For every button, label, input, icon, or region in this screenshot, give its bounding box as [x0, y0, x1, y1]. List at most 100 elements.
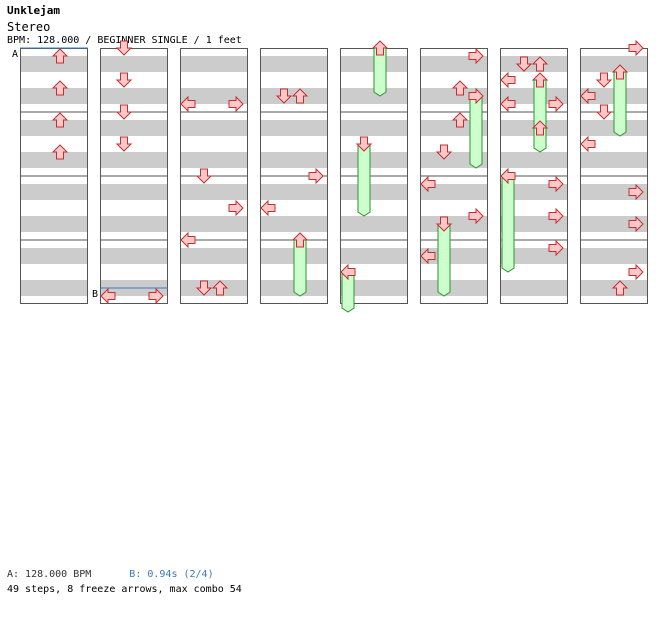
step-arrow-down: [195, 168, 213, 184]
chart-meta: BPM: 128.000 / BEGINNER SINGLE / 1 feet: [7, 35, 242, 46]
step-arrow-left: [580, 87, 596, 105]
beat-stripe: [340, 88, 408, 104]
beat-stripe: [100, 152, 168, 168]
step-arrow-right: [628, 263, 644, 281]
beat-stripe: [580, 152, 648, 168]
level-label: 1 feet: [205, 35, 242, 46]
step-arrow-right: [148, 287, 164, 305]
step-arrow-right: [468, 207, 484, 225]
beat-stripe: [340, 120, 408, 136]
step-arrow-up: [451, 112, 469, 128]
step-arrow-right: [228, 199, 244, 217]
beat-stripe: [100, 248, 168, 264]
step-arrow-right: [548, 239, 564, 257]
beat-stripe: [500, 152, 568, 168]
step-arrow-right: [468, 47, 484, 65]
beat-stripe: [260, 152, 328, 168]
marker-label: A: [12, 49, 18, 60]
beat-stripe: [340, 152, 408, 168]
beat-stripe: [180, 120, 248, 136]
step-arrow-up: [291, 232, 309, 248]
beat-stripe: [100, 184, 168, 200]
beat-stripe: [340, 216, 408, 232]
beat-stripe: [420, 248, 488, 264]
beat-stripe: [100, 88, 168, 104]
song-artist: Stereo: [7, 20, 51, 34]
beat-stripe: [580, 56, 648, 72]
freeze-arrow: [501, 175, 515, 273]
beat-stripe: [20, 56, 88, 72]
freeze-arrow: [293, 239, 307, 297]
step-arrow-down: [115, 136, 133, 152]
step-arrow-down: [435, 144, 453, 160]
marker-label: B: [92, 289, 98, 300]
step-arrow-left: [260, 199, 276, 217]
freeze-head-arrow: [355, 136, 373, 152]
step-arrow-left: [580, 135, 596, 153]
beat-stripe: [420, 280, 488, 296]
beat-stripe: [180, 248, 248, 264]
beat-stripe: [260, 184, 328, 200]
column-frame: [260, 48, 328, 304]
freeze-head-arrow: [500, 167, 516, 185]
step-arrow-down: [515, 56, 533, 72]
song-title: Unklejam: [7, 4, 60, 17]
step-arrow-up: [291, 88, 309, 104]
step-arrow-up: [211, 280, 229, 296]
marker-a-text: A: 128.000 BPM: [7, 569, 92, 580]
beat-stripe: [580, 248, 648, 264]
beat-stripe: [100, 216, 168, 232]
beat-stripe: [260, 216, 328, 232]
step-arrow-up: [611, 280, 629, 296]
difficulty-label: BEGINNER SINGLE: [97, 35, 188, 46]
beat-stripe: [20, 184, 88, 200]
column-frame: [420, 48, 488, 304]
step-arrow-left: [500, 95, 516, 113]
freeze-head-arrow: [611, 64, 629, 80]
step-arrow-right: [548, 207, 564, 225]
freeze-head-arrow: [468, 87, 484, 105]
step-arrow-left: [420, 247, 436, 265]
marker-legend: A: 128.000 BPM B: 0.94s (2/4): [7, 569, 214, 580]
beat-stripe: [20, 152, 88, 168]
freeze-arrow: [469, 95, 483, 169]
beat-stripe: [100, 120, 168, 136]
beat-stripe: [340, 280, 408, 296]
step-arrow-up: [531, 120, 549, 136]
beat-stripe: [100, 56, 168, 72]
freeze-arrow: [613, 71, 627, 137]
column-frame: [100, 48, 168, 304]
beat-stripe: [340, 248, 408, 264]
step-arrow-up: [51, 80, 69, 96]
step-arrow-left: [500, 71, 516, 89]
step-arrow-right: [308, 167, 324, 185]
freeze-head-arrow: [531, 72, 549, 88]
beat-stripe: [180, 152, 248, 168]
freeze-head-arrow: [371, 40, 389, 56]
chart-summary: 49 steps, 8 freeze arrows, max combo 54: [7, 584, 242, 595]
step-arrow-right: [628, 215, 644, 233]
freeze-head-arrow: [340, 263, 356, 281]
freeze-arrow: [533, 79, 547, 153]
beat-stripe: [420, 184, 488, 200]
beat-stripe: [500, 280, 568, 296]
beat-stripe: [180, 184, 248, 200]
column-frame: [180, 48, 248, 304]
step-arrow-left: [180, 231, 196, 249]
beat-stripe: [20, 280, 88, 296]
marker-b-text: B: 0.94s (2/4): [129, 569, 214, 580]
column-frame: [580, 48, 648, 304]
beat-stripe: [340, 184, 408, 200]
step-arrow-right: [548, 95, 564, 113]
beat-stripe: [260, 56, 328, 72]
step-arrow-down: [275, 88, 293, 104]
step-arrow-down: [115, 104, 133, 120]
freeze-arrow: [357, 143, 371, 217]
step-arrow-up: [51, 144, 69, 160]
step-arrow-down: [115, 72, 133, 88]
step-arrow-right: [228, 95, 244, 113]
step-arrow-down: [195, 280, 213, 296]
step-arrow-left: [100, 287, 116, 305]
beat-stripe: [20, 216, 88, 232]
